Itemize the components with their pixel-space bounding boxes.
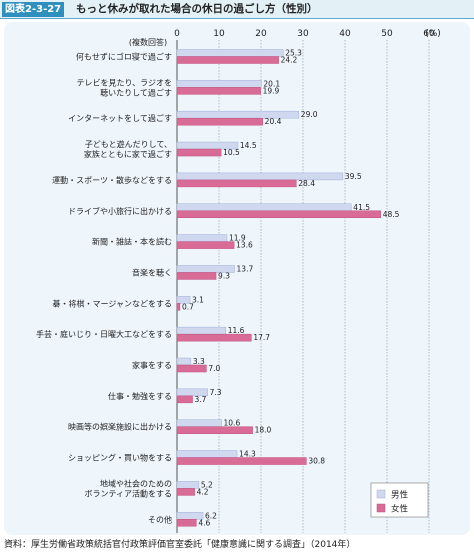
data-label: 14.5: [240, 141, 257, 150]
category-label: 仕事・勉強をする: [108, 391, 172, 401]
bar-male: [176, 450, 238, 458]
bar-male: [176, 326, 226, 335]
data-label: 29.0: [301, 110, 318, 119]
x-tick-label: 0: [174, 29, 180, 39]
data-label: 10.5: [223, 148, 240, 157]
multiple-answer-note: (複数回答): [129, 37, 167, 47]
category-label: 家族とともに家で過ごす: [84, 149, 172, 159]
category-label: 聴いたりして過ごす: [100, 87, 172, 97]
chart-panel: [4, 22, 470, 535]
data-label: 25.3: [285, 49, 302, 58]
data-label: 13.7: [237, 264, 254, 273]
bar-female: [176, 148, 222, 157]
data-label: 28.4: [298, 179, 315, 188]
bar-female: [176, 117, 263, 126]
x-tick-label: 40: [339, 29, 351, 39]
chart-title: もっと休みが取れた場合の休日の過ごし方（性別）: [76, 3, 318, 15]
data-label: 4.2: [197, 487, 209, 496]
x-unit-label: (%): [425, 29, 441, 39]
bar-female: [176, 179, 297, 188]
data-label: 6.2: [205, 511, 217, 520]
category-label: 音楽を聴く: [132, 267, 172, 277]
data-label: 0.7: [182, 302, 194, 311]
bar-female: [176, 519, 197, 527]
data-label: 3.3: [193, 357, 205, 366]
data-label: 3.1: [192, 295, 204, 304]
data-label: 20.1: [263, 79, 280, 88]
bar-female: [176, 272, 217, 280]
category-label: ショッピング・買い物をする: [68, 453, 172, 463]
bar-female: [176, 87, 261, 95]
data-label: 20.4: [265, 117, 282, 126]
category-label: 新聞・雑誌・本を読む: [92, 237, 172, 247]
legend-label: 男性: [391, 490, 409, 501]
bar-female: [176, 303, 181, 311]
figure-header: 図表2-3-27 もっと休みが取れた場合の休日の過ごし方（性別）: [0, 0, 474, 19]
bar-female: [176, 241, 235, 249]
data-label: 11.6: [228, 326, 245, 335]
data-label: 19.9: [263, 86, 280, 95]
category-label: 何もせずにゴロ寝で過ごす: [76, 52, 172, 62]
source-note: 資料：厚生労働省政策統括官付政策評価官室委託「健康意識に関する調査」（2014年…: [4, 540, 356, 550]
data-label: 41.5: [353, 203, 370, 212]
figure-label: 図表2-3-27: [2, 2, 65, 17]
category-label: 地域や社会のための: [100, 478, 172, 488]
bar-chart: 0 10 20 30 40 50 60(%) (複数回答) 何もせずにゴロ寝で過ごす 25.324…: [36, 29, 441, 533]
bar-female: [176, 488, 195, 496]
bar-female: [176, 210, 381, 218]
x-tick-label: 20: [255, 29, 267, 39]
data-label: 48.5: [383, 210, 400, 219]
legend-swatch-male: [376, 489, 386, 499]
legend-label: 女性: [391, 504, 409, 515]
bar-male: [176, 481, 200, 489]
bar-male: [176, 172, 344, 181]
data-label: 13.6: [236, 241, 253, 250]
data-label: 17.7: [253, 333, 270, 342]
category-label: その他: [148, 514, 172, 524]
category-label: ボランティア活動をする: [84, 488, 172, 498]
x-tick-label: 50: [381, 29, 393, 39]
data-label: 39.5: [345, 172, 362, 181]
bar-male: [176, 419, 222, 427]
data-label: 30.8: [308, 457, 325, 466]
category-label: 運動・スポーツ・散歩などをする: [52, 175, 172, 185]
category-label: 映画等の娯楽施設に出かける: [68, 422, 172, 432]
category-label: 子どもと遊んだりして、: [85, 139, 172, 149]
data-label: 9.3: [218, 271, 230, 280]
category-label: 碁・将棋・マージャンなどをする: [53, 298, 172, 308]
bar-male: [176, 203, 352, 211]
category-label: 手芸・庭いじり・日曜大工などをする: [36, 329, 172, 339]
category-label: インターネットをして過ごす: [68, 113, 172, 123]
bar-male: [176, 234, 228, 242]
data-label: 4.6: [198, 518, 210, 527]
x-tick-label: 30: [297, 29, 309, 39]
bar-male: [176, 357, 192, 366]
bar-female: [176, 333, 252, 342]
data-label: 7.3: [210, 388, 222, 397]
data-label: 7.0: [208, 364, 220, 373]
bar-female: [176, 426, 253, 434]
x-tick-label: 10: [213, 29, 225, 39]
bar-female: [176, 457, 307, 465]
x-tick-label: 60: [423, 29, 435, 39]
bar-female: [176, 395, 193, 404]
bar-female: [176, 364, 207, 373]
bar-male: [176, 80, 262, 88]
data-label: 11.9: [229, 234, 246, 243]
legend-swatch-female: [376, 503, 386, 513]
bar-male: [176, 49, 284, 57]
data-label: 3.7: [195, 395, 207, 404]
data-label: 14.3: [239, 450, 256, 459]
bar-male: [176, 296, 191, 304]
category-label: 家事をする: [132, 360, 172, 370]
data-label: 24.2: [281, 56, 298, 65]
category-label: ドライブや小旅行に出かける: [68, 206, 172, 216]
data-label: 5.2: [201, 480, 213, 489]
bar-female: [176, 56, 279, 64]
category-label: テレビを見たり、ラジオを: [76, 78, 172, 87]
data-label: 10.6: [224, 419, 241, 428]
data-label: 18.0: [255, 426, 272, 435]
